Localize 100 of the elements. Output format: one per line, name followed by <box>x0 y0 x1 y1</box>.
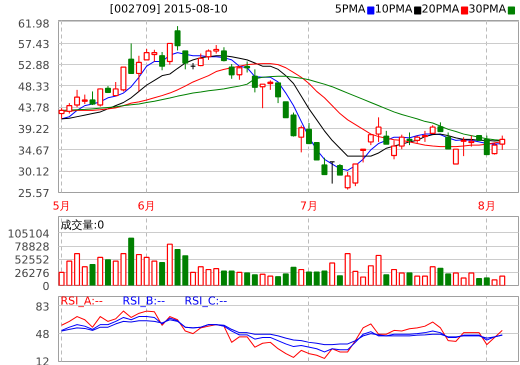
bar <box>260 274 266 286</box>
bar <box>128 238 134 286</box>
candlestick <box>205 48 212 60</box>
bar <box>468 272 474 286</box>
candlestick <box>120 66 126 92</box>
bar <box>344 253 351 286</box>
candlestick <box>336 164 343 176</box>
candlestick <box>228 64 235 80</box>
bar <box>383 274 390 286</box>
bar <box>499 276 506 286</box>
bar <box>190 272 196 286</box>
candlestick <box>445 132 452 150</box>
candlestick <box>376 116 382 142</box>
candlestick <box>198 53 204 67</box>
candlestick <box>406 132 412 146</box>
chart-title: 成交量:0 <box>60 218 104 232</box>
bar <box>112 260 119 286</box>
candlestick <box>166 42 173 66</box>
bar <box>476 278 482 286</box>
line-series <box>61 310 503 359</box>
x-tick-label: 5月 <box>52 200 71 212</box>
candlestick <box>136 55 142 92</box>
bar <box>267 276 274 286</box>
bar <box>104 259 111 286</box>
y-tick-label: 78828 <box>14 240 50 254</box>
bar <box>174 248 181 286</box>
candlestick <box>182 50 188 70</box>
candlestick <box>298 125 304 153</box>
candlestick <box>383 130 390 145</box>
bar <box>82 266 88 286</box>
bar <box>159 262 166 286</box>
bar <box>321 270 328 286</box>
candlestick <box>128 42 134 74</box>
line-series <box>61 319 503 346</box>
bar <box>406 272 412 286</box>
bar <box>97 256 104 286</box>
y-tick-label: 48 <box>36 328 50 341</box>
legend-label: 30PMA <box>468 2 507 16</box>
bar <box>336 275 343 286</box>
y-tick-label: 52.88 <box>18 59 50 72</box>
x-tick-label: 6月 <box>138 200 156 212</box>
bar <box>492 279 498 286</box>
y-tick-label: 25.57 <box>18 187 50 200</box>
series-label: RSI_C:-- <box>184 294 228 308</box>
y-tick-label: 105104 <box>8 227 50 240</box>
candlestick <box>74 89 80 108</box>
series-label: RSI_A:-- <box>60 294 103 308</box>
x-tick-label: 7月 <box>300 200 318 212</box>
series-label: RSI_B:-- <box>122 294 166 308</box>
candlestick <box>112 81 119 97</box>
y-tick-label: 61.98 <box>18 18 50 30</box>
bar <box>120 253 126 286</box>
candlestick <box>220 46 227 62</box>
candlestick <box>267 80 274 90</box>
bar <box>90 264 96 286</box>
bar <box>275 276 282 286</box>
bar <box>398 272 405 286</box>
y-tick-label: 57.43 <box>18 38 50 51</box>
y-tick-label: 83 <box>36 300 50 314</box>
candlestick <box>275 82 282 104</box>
x-tick-label: 8月 <box>478 200 496 212</box>
legend-label: 20PMA <box>422 2 460 16</box>
bar <box>236 272 242 286</box>
candlestick <box>360 148 366 163</box>
bar <box>58 272 65 286</box>
bar <box>244 272 250 286</box>
candlestick <box>97 88 104 108</box>
bar <box>182 255 188 286</box>
candlestick <box>344 171 351 190</box>
chart-title: [002709] 2015-08-10 <box>110 2 228 16</box>
y-tick-label: 34.67 <box>18 144 50 158</box>
bar <box>414 276 420 286</box>
candlestick <box>151 49 158 62</box>
y-tick-label: 30.12 <box>18 166 50 179</box>
bar <box>298 268 304 286</box>
bar <box>166 244 173 286</box>
legend-label: 5PMA <box>334 2 366 16</box>
candlestick <box>174 26 181 51</box>
candlestick <box>329 161 336 184</box>
y-tick-label: 26276 <box>14 266 50 280</box>
line-series <box>61 316 503 352</box>
legend-label: 10PMA <box>374 2 413 16</box>
bar <box>329 262 336 286</box>
candlestick <box>437 122 444 132</box>
candlestick <box>159 51 166 71</box>
y-tick-label: 48.33 <box>18 80 50 94</box>
y-tick-label: 39.22 <box>18 123 50 136</box>
candlestick <box>260 84 266 109</box>
bar <box>198 266 204 286</box>
candlestick <box>66 102 72 114</box>
candlestick <box>144 48 150 61</box>
bar <box>252 274 258 286</box>
candlestick <box>352 163 358 187</box>
bar <box>151 260 158 286</box>
y-tick-label: 52552 <box>14 254 50 267</box>
candlestick <box>422 130 428 142</box>
candlestick <box>244 60 250 73</box>
bar <box>391 268 398 286</box>
candlestick <box>321 157 328 176</box>
candlestick <box>82 94 88 105</box>
